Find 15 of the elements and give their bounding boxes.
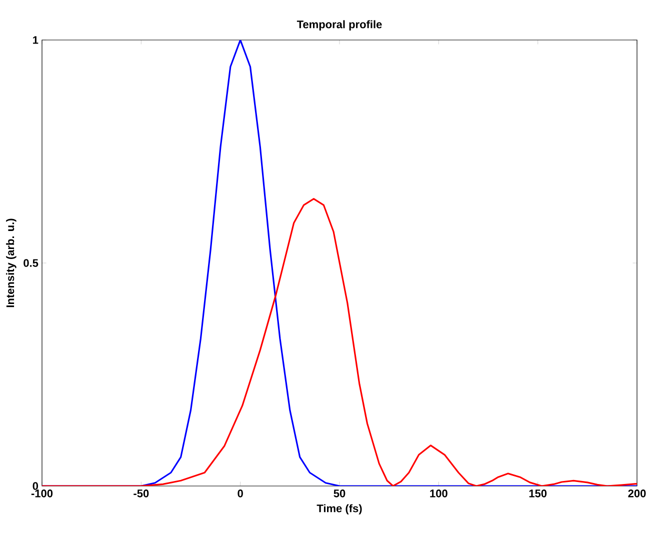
y-tick-label: 1 xyxy=(33,36,38,44)
x-tick-label: 100 xyxy=(430,490,448,498)
y-axis-title: Intensity (arb. u.) xyxy=(6,218,16,308)
line-series xyxy=(42,40,638,486)
x-axis-title: Time (fs) xyxy=(316,504,362,514)
x-tick-label: 50 xyxy=(334,490,346,498)
x-tick-label: 150 xyxy=(529,490,547,498)
x-tick-label: 0 xyxy=(238,490,243,498)
x-tick-label: 200 xyxy=(628,490,646,498)
y-tick-label: 0 xyxy=(32,482,38,490)
x-tick-label: -100 xyxy=(31,490,53,498)
x-tick-label: -50 xyxy=(134,490,149,498)
y-tick-label: 0.5 xyxy=(24,259,38,267)
chart-title: Temporal profile xyxy=(296,20,382,30)
line-series xyxy=(42,198,638,486)
